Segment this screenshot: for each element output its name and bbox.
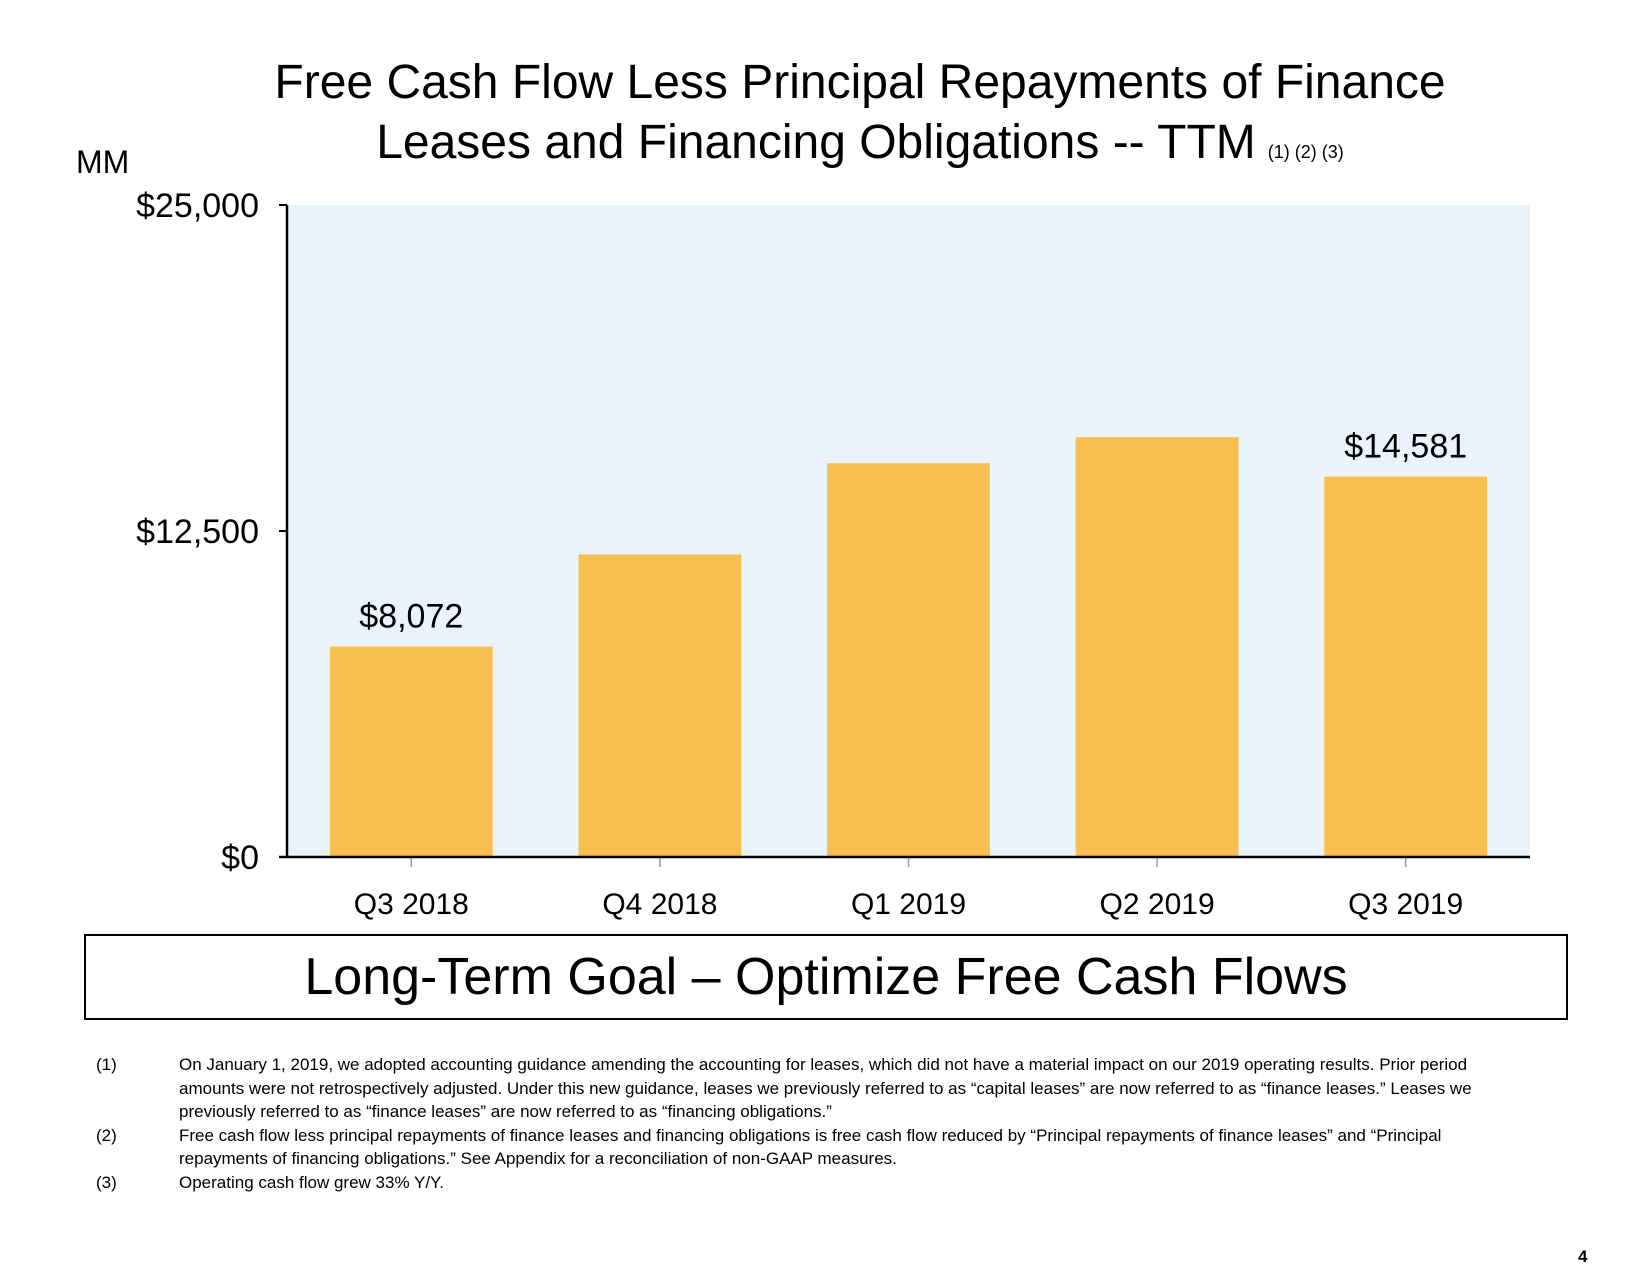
- goal-text: Long-Term Goal – Optimize Free Cash Flow…: [304, 948, 1348, 1006]
- unit-label: MM: [76, 144, 130, 180]
- footnote-3: (3) Operating cash flow grew 33% Y/Y.: [96, 1171, 1516, 1195]
- bar: [578, 554, 742, 857]
- bar: [827, 463, 990, 857]
- chart-title-line2: Leases and Financing Obligations -- TTM (…: [130, 113, 1590, 182]
- x-tick-label: Q2 2019: [1100, 888, 1215, 921]
- bar: [1324, 476, 1488, 857]
- y-tick-label: $0: [221, 839, 259, 877]
- title-footnote-refs: (1) (2) (3): [1267, 142, 1344, 162]
- footnote-text: Operating cash flow grew 33% Y/Y.: [179, 1172, 444, 1192]
- footnote-text: On January 1, 2019, we adopted accountin…: [179, 1055, 1472, 1121]
- footnote-number: (2): [96, 1125, 117, 1145]
- footnote-number: (1): [96, 1055, 117, 1074]
- footnotes: (1) On January 1, 2019, we adopted accou…: [96, 1053, 1516, 1194]
- footnote-text: Free cash flow less principal repayments…: [179, 1125, 1442, 1169]
- footnote-1: (1) On January 1, 2019, we adopted accou…: [96, 1053, 1516, 1124]
- data-label: $14,581: [1344, 428, 1467, 466]
- y-tick-label: $12,500: [136, 513, 259, 551]
- y-tick-label: $25,000: [136, 187, 259, 225]
- bar: [1075, 437, 1239, 857]
- x-tick-label: Q3 2019: [1348, 888, 1463, 921]
- goal-banner: Long-Term Goal – Optimize Free Cash Flow…: [84, 934, 1568, 1020]
- footnote-number: (3): [96, 1172, 117, 1192]
- chart-title-line1: Free Cash Flow Less Principal Repayments…: [274, 56, 1446, 109]
- x-tick-label: Q3 2018: [354, 888, 469, 921]
- footnote-2: (2) Free cash flow less principal repaym…: [96, 1124, 1516, 1171]
- x-tick-label: Q1 2019: [851, 888, 966, 921]
- bar-chart: Q3 2018 $8,072 Q4 2018 Q1 2019 Q2 2019 Q3 201…: [136, 187, 1530, 921]
- data-label: $8,072: [359, 597, 463, 635]
- bar: [329, 646, 493, 857]
- x-tick-label: Q4 2018: [602, 888, 717, 921]
- chart-title-text: Leases and Financing Obligations -- TTM: [376, 116, 1256, 169]
- page-number: 4: [1578, 1247, 1588, 1266]
